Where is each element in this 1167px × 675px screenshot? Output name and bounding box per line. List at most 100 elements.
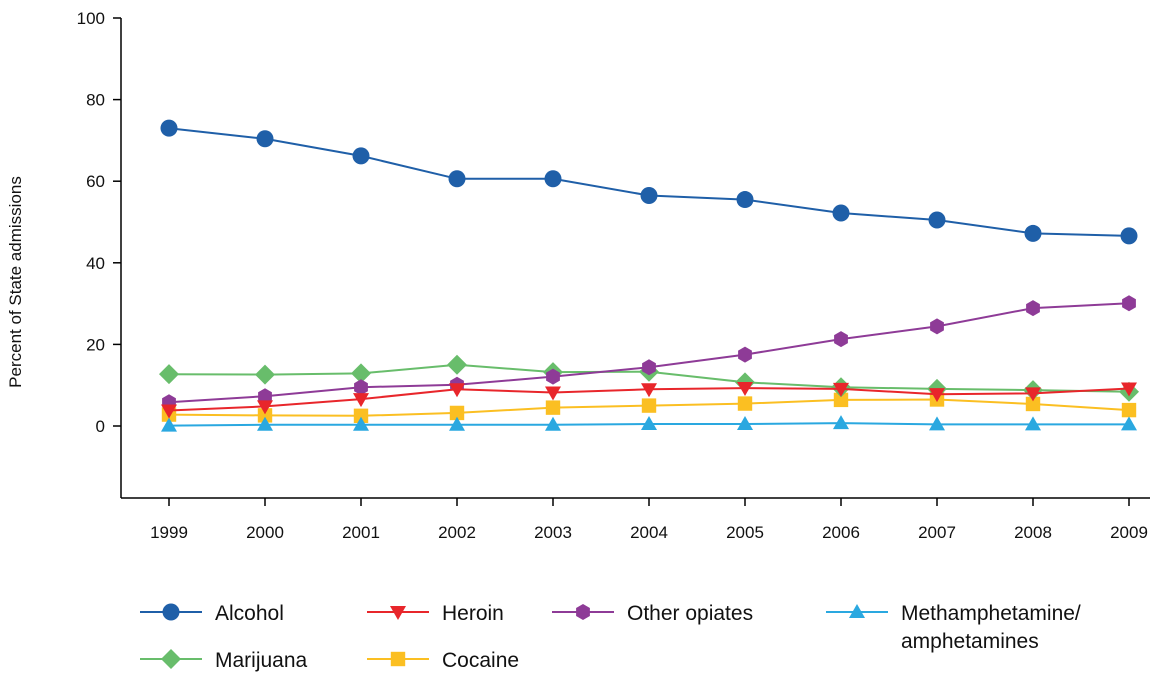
data-point xyxy=(257,416,273,431)
data-point xyxy=(1121,402,1137,418)
legend-item-other-opiates: Other opiates xyxy=(552,602,753,625)
y-tick-label: 60 xyxy=(86,172,105,191)
y-tick-label: 0 xyxy=(96,417,105,436)
data-point xyxy=(545,400,561,415)
data-point xyxy=(353,408,369,423)
data-point xyxy=(256,130,274,148)
data-point xyxy=(1025,387,1041,402)
data-point xyxy=(161,404,177,419)
data-point xyxy=(641,398,657,413)
x-tick-label: 2000 xyxy=(246,523,284,542)
data-point xyxy=(353,393,369,408)
x-tick-label: 2002 xyxy=(438,523,476,542)
data-point xyxy=(447,354,467,375)
data-point xyxy=(833,415,849,430)
legend-item-heroin: Heroin xyxy=(367,602,504,625)
legend-item-cocaine: Cocaine xyxy=(367,649,519,672)
data-point xyxy=(930,318,944,335)
legend-marker xyxy=(390,651,406,667)
y-axis-label: Percent of State admissions xyxy=(6,176,25,388)
y-tick-label: 100 xyxy=(77,9,105,28)
x-tick-label: 2004 xyxy=(630,523,668,542)
data-point xyxy=(928,211,946,229)
data-point xyxy=(737,396,753,411)
legend-marker xyxy=(390,606,406,620)
series-layer xyxy=(159,119,1139,432)
data-point xyxy=(449,383,465,398)
y-tick-label: 20 xyxy=(86,335,105,354)
data-point xyxy=(641,383,657,398)
legend-label: Alcohol xyxy=(215,602,284,625)
x-tick-label: 2008 xyxy=(1014,523,1052,542)
data-point xyxy=(738,346,752,363)
legend-item-alcohol: Alcohol xyxy=(140,602,284,625)
data-point xyxy=(1121,382,1137,397)
data-point xyxy=(1120,227,1138,245)
y-tick-label: 80 xyxy=(86,91,105,110)
x-tick-label: 2006 xyxy=(822,523,860,542)
x-tick-label: 2009 xyxy=(1110,523,1148,542)
data-point xyxy=(257,400,273,415)
x-tick-label: 1999 xyxy=(150,523,188,542)
data-point xyxy=(1026,300,1040,317)
data-point xyxy=(737,415,753,430)
legend: Alcohol Heroin Other opiates Methamphetamin… xyxy=(140,602,1081,672)
legend-label: Heroin xyxy=(442,602,504,625)
x-ticks: 1999 2000 2001 2002 2003 2004 2005 2006 2007 2008… xyxy=(150,498,1148,542)
data-point xyxy=(449,405,465,421)
data-point xyxy=(736,191,754,209)
data-point xyxy=(544,170,562,188)
data-point xyxy=(545,416,561,431)
data-point xyxy=(832,204,850,222)
data-point xyxy=(833,382,849,397)
data-point xyxy=(353,416,369,431)
legend-label: Marijuana xyxy=(215,649,308,672)
data-point xyxy=(354,379,368,396)
data-point xyxy=(737,382,753,397)
data-point xyxy=(1024,224,1042,242)
data-point xyxy=(160,119,178,137)
y-tick-label: 40 xyxy=(86,254,105,273)
legend-marker xyxy=(849,604,865,618)
legend-marker xyxy=(162,603,180,621)
legend-item-methamphetamine: Methamphetamine/amphetamines xyxy=(826,602,1081,653)
data-point xyxy=(1121,416,1137,431)
data-point xyxy=(929,416,945,431)
series-alcohol xyxy=(160,119,1138,245)
legend-marker xyxy=(161,649,181,669)
data-point xyxy=(449,416,465,431)
data-point xyxy=(255,364,275,385)
x-tick-label: 2007 xyxy=(918,523,956,542)
data-point xyxy=(833,392,849,408)
data-point xyxy=(642,359,656,376)
legend-label: Methamphetamine/amphetamines xyxy=(901,602,1081,653)
data-point xyxy=(1025,396,1041,412)
data-point xyxy=(641,415,657,430)
series-heroin xyxy=(161,382,1137,419)
x-tick-label: 2001 xyxy=(342,523,380,542)
data-point xyxy=(1122,295,1136,312)
data-point xyxy=(1025,416,1041,431)
data-point xyxy=(351,363,371,384)
series-cocaine xyxy=(161,392,1137,423)
series-line xyxy=(168,127,1130,237)
data-point xyxy=(161,417,177,432)
data-point xyxy=(159,364,179,385)
data-point xyxy=(545,386,561,401)
legend-item-marijuana: Marijuana xyxy=(140,649,308,672)
y-ticks: 100 80 60 40 20 0 xyxy=(77,9,121,436)
data-point xyxy=(546,368,560,385)
x-tick-label: 2003 xyxy=(534,523,572,542)
data-point xyxy=(448,170,466,188)
x-tick-label: 2005 xyxy=(726,523,764,542)
legend-marker xyxy=(576,604,590,620)
data-point xyxy=(834,331,848,348)
data-point xyxy=(640,186,658,204)
data-point xyxy=(929,388,945,403)
legend-label: Cocaine xyxy=(442,649,519,672)
legend-label: Other opiates xyxy=(627,602,753,625)
data-point xyxy=(258,388,272,405)
series-methamphetamine xyxy=(161,415,1137,432)
data-point xyxy=(257,408,273,423)
